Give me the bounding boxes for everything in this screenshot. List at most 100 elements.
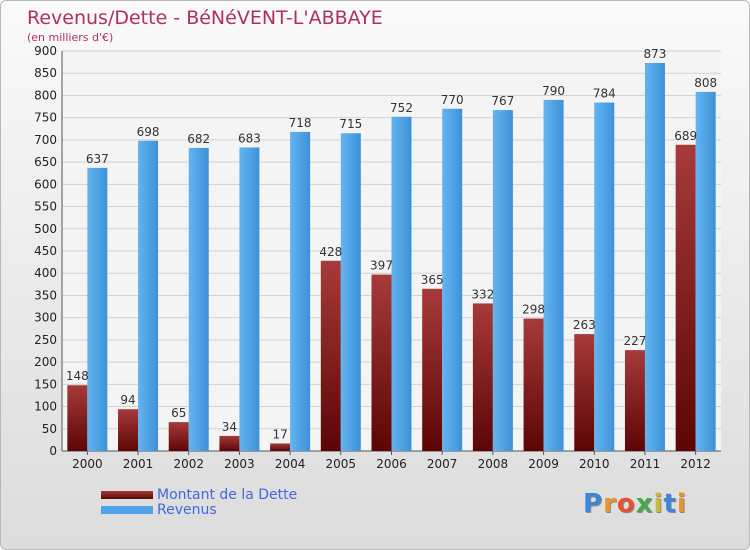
y-tick-label: 0 bbox=[49, 444, 57, 458]
logo-letter: t bbox=[663, 489, 677, 519]
axes: 0 50 100 150 200 250 300 350 400 450 500 550 600 650 7… bbox=[34, 44, 721, 471]
bar-revenus bbox=[87, 167, 108, 451]
data-label-revenus: 770 bbox=[441, 93, 464, 107]
data-label-dette: 298 bbox=[522, 303, 545, 317]
bar-dette bbox=[675, 144, 696, 451]
legend: Montant de la Dette Revenus bbox=[101, 486, 298, 518]
bar-dette bbox=[270, 443, 291, 451]
data-labels: 148 637 94 698 65 682 34 683 17 718 428 715 397 752 36… bbox=[66, 47, 717, 441]
bar-revenus bbox=[644, 63, 665, 451]
chart-subtitle: (en milliers d'€) bbox=[27, 31, 114, 44]
bar-revenus bbox=[239, 147, 260, 451]
bar-revenus bbox=[188, 147, 209, 451]
y-tick-label: 900 bbox=[34, 44, 57, 58]
bar-dette bbox=[168, 422, 189, 451]
data-label-revenus: 784 bbox=[593, 87, 616, 101]
x-tick-label: 2009 bbox=[528, 457, 559, 471]
data-label-dette: 227 bbox=[624, 334, 647, 348]
bar-revenus bbox=[290, 131, 311, 451]
x-tick-label: 2004 bbox=[275, 457, 306, 471]
logo-letter: r bbox=[603, 489, 617, 519]
data-label-revenus: 808 bbox=[694, 76, 717, 90]
y-tick-label: 600 bbox=[34, 177, 57, 191]
data-label-revenus: 873 bbox=[644, 47, 667, 61]
y-tick-label: 400 bbox=[34, 266, 57, 280]
x-tick-label: 2007 bbox=[427, 457, 458, 471]
bar-revenus bbox=[391, 116, 412, 452]
bar-dette bbox=[624, 350, 645, 451]
x-tick-label: 2011 bbox=[630, 457, 661, 471]
y-tick-label: 50 bbox=[42, 422, 57, 436]
data-label-dette: 94 bbox=[120, 393, 135, 407]
logo-letter: i bbox=[653, 489, 664, 519]
bar-revenus bbox=[138, 140, 159, 451]
legend-swatch-dette bbox=[101, 490, 153, 499]
data-label-dette: 263 bbox=[573, 318, 596, 332]
chart-title: Revenus/Dette - BéNéVENT-L'ABBAYE bbox=[27, 7, 383, 29]
data-label-dette: 148 bbox=[66, 369, 89, 383]
x-tick-label: 2008 bbox=[478, 457, 509, 471]
y-tick-label: 700 bbox=[34, 133, 57, 147]
y-tick-label: 200 bbox=[34, 355, 57, 369]
data-label-revenus: 767 bbox=[491, 94, 514, 108]
data-label-revenus: 752 bbox=[390, 101, 413, 115]
bars bbox=[67, 63, 716, 452]
bar-dette bbox=[219, 435, 240, 451]
logo-letter: i bbox=[676, 489, 687, 519]
x-tick-label: 2001 bbox=[123, 457, 154, 471]
bar-dette bbox=[422, 288, 443, 451]
data-label-revenus: 718 bbox=[289, 116, 312, 130]
y-tick-label: 550 bbox=[34, 200, 57, 214]
data-label-dette: 689 bbox=[674, 129, 697, 143]
bar-revenus bbox=[594, 102, 615, 452]
proxiti-logo: Proxiti bbox=[583, 489, 687, 519]
bar-dette bbox=[67, 385, 88, 451]
bar-revenus bbox=[442, 108, 463, 452]
x-tick-label: 2006 bbox=[376, 457, 407, 471]
legend-label-revenus: Revenus bbox=[157, 501, 217, 518]
bar-revenus bbox=[543, 99, 564, 451]
data-label-revenus: 637 bbox=[86, 152, 109, 166]
bar-dette bbox=[472, 303, 493, 451]
bar-revenus bbox=[492, 110, 513, 451]
y-tick-label: 500 bbox=[34, 222, 57, 236]
y-tick-label: 800 bbox=[34, 88, 57, 102]
x-tick-label: 2012 bbox=[680, 457, 711, 471]
y-tick-label: 850 bbox=[34, 66, 57, 80]
logo-letter: P bbox=[583, 489, 604, 519]
bar-revenus bbox=[340, 133, 361, 451]
bar-revenus bbox=[695, 91, 716, 451]
data-label-revenus: 790 bbox=[542, 84, 565, 98]
x-tick-label: 2002 bbox=[173, 457, 204, 471]
y-tick-label: 150 bbox=[34, 377, 57, 391]
data-label-dette: 17 bbox=[272, 427, 287, 441]
data-label-dette: 428 bbox=[319, 245, 342, 259]
x-tick-label: 2005 bbox=[326, 457, 357, 471]
logo-letter: x bbox=[635, 489, 654, 519]
y-tick-label: 100 bbox=[34, 400, 57, 414]
y-tick-label: 650 bbox=[34, 155, 57, 169]
data-label-dette: 34 bbox=[222, 420, 237, 434]
bar-dette bbox=[118, 409, 139, 451]
legend-label-dette: Montant de la Dette bbox=[157, 486, 298, 503]
data-label-revenus: 683 bbox=[238, 131, 261, 145]
bar-dette bbox=[320, 260, 341, 451]
data-label-dette: 65 bbox=[171, 406, 186, 420]
legend-item-revenus: Revenus bbox=[101, 501, 297, 518]
data-label-dette: 332 bbox=[471, 287, 494, 301]
x-tick-label: 2000 bbox=[72, 457, 103, 471]
y-tick-label: 350 bbox=[34, 288, 57, 302]
legend-item-dette: Montant de la Dette bbox=[101, 486, 298, 503]
data-label-dette: 365 bbox=[421, 273, 444, 287]
x-tick-label: 2003 bbox=[224, 457, 255, 471]
y-tick-label: 250 bbox=[34, 333, 57, 347]
y-tick-label: 750 bbox=[34, 111, 57, 125]
y-tick-label: 300 bbox=[34, 311, 57, 325]
data-label-revenus: 715 bbox=[339, 117, 362, 131]
data-label-revenus: 698 bbox=[137, 125, 160, 139]
x-tick-label: 2010 bbox=[579, 457, 610, 471]
bar-dette bbox=[574, 334, 595, 451]
y-tick-label: 450 bbox=[34, 244, 57, 258]
